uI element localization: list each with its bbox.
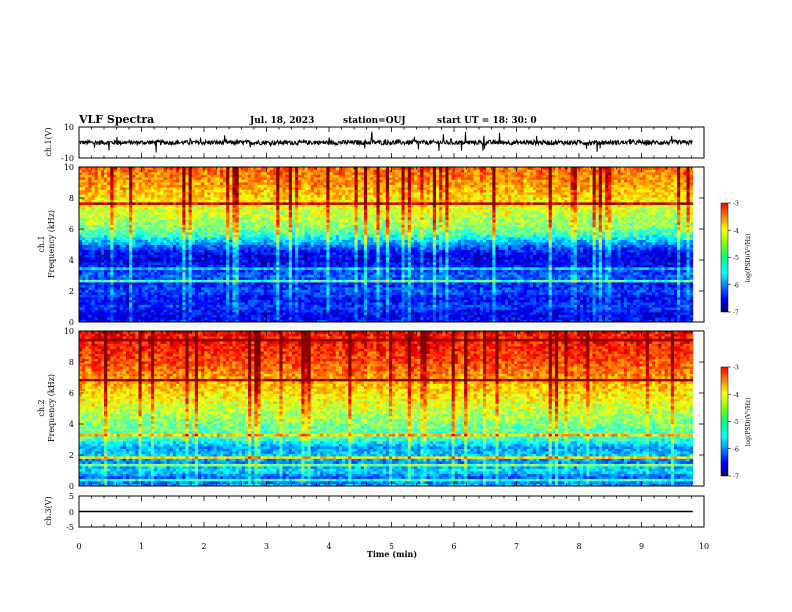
time-tick-label: 7 (514, 542, 519, 551)
colorbar-tick-label: -5 (733, 255, 739, 262)
colorbar-tick-label: -4 (733, 392, 739, 399)
colorbar-tick-label: -6 (733, 446, 739, 453)
ch2-spectrogram-ylabel: Frequency (kHz) (47, 374, 56, 442)
colorbar-tick-label: -3 (733, 365, 739, 372)
freq-tick-label: 0 (69, 482, 74, 491)
waveform-panel-ch1: 10 -10 ch.1(V) (44, 123, 704, 163)
spectrogram-panel-ch2: 0 2 4 6 8 10 ch.2 Frequency (kHz) (37, 327, 704, 491)
time-tick-label: 3 (264, 542, 269, 551)
waveform-panel-ch3: 5 0 -5 ch.3(V) (44, 492, 704, 532)
colorbar-ch1-label: log(PSD)(V²/Hz) (745, 234, 752, 283)
freq-tick-label: 10 (64, 327, 74, 336)
freq-tick-label: 8 (69, 194, 74, 203)
ch1-ytick-top: 10 (64, 123, 74, 132)
spectrogram-panel-ch1: 0 2 4 6 8 10 ch.1 Frequency (kHz) (37, 163, 704, 327)
freq-tick-label: 6 (69, 225, 74, 234)
colorbar-tick-label: -5 (733, 419, 739, 426)
ch2-spectrogram-channel-label: ch.2 (37, 399, 46, 416)
colorbar-tick-label: -4 (733, 228, 739, 235)
colorbar-ch1: -3 -4 -5 -6 -7 log(PSD)(V²/Hz) (721, 201, 752, 317)
colorbar-tick-label: -7 (733, 310, 739, 317)
time-tick-label: 8 (576, 542, 581, 551)
freq-tick-label: 4 (69, 420, 74, 429)
ch3-waveform-ylabel: ch.3(V) (44, 496, 53, 525)
header-date: Jul. 18, 2023 (249, 116, 314, 126)
freq-tick-label: 6 (69, 389, 74, 398)
ch1-waveform-ylabel: ch.1(V) (44, 127, 53, 156)
ch1-spectrogram-ylabel: Frequency (kHz) (47, 210, 56, 278)
colorbar-ch2-label: log(PSD)(V²/Hz) (745, 398, 752, 447)
freq-tick-label: 8 (69, 358, 74, 367)
ch3-ytick-middle: 0 (69, 508, 74, 517)
time-tick-label: 1 (139, 542, 144, 551)
freq-tick-label: 2 (69, 451, 74, 460)
time-tick-label: 10 (699, 542, 709, 551)
time-tick-label: 6 (451, 542, 456, 551)
header-station: station=OUJ (343, 116, 406, 126)
colorbar-ch2: -3 -4 -5 -6 -7 log(PSD)(V²/Hz) (721, 365, 752, 481)
colorbar-tick-label: -6 (733, 282, 739, 289)
colorbar-tick-label: -3 (733, 201, 739, 208)
ch3-ytick-bottom: -5 (66, 523, 74, 532)
figure-title: VLF Spectra (78, 113, 154, 126)
time-tick-label: 2 (201, 542, 206, 551)
time-axis-label: Time (min) (367, 549, 417, 559)
time-tick-label: 9 (639, 542, 644, 551)
freq-tick-label: 10 (64, 163, 74, 172)
ch1-ytick-bottom: -10 (61, 154, 74, 163)
ch3-ytick-top: 5 (69, 492, 74, 501)
freq-tick-label: 2 (69, 287, 74, 296)
freq-tick-label: 4 (69, 256, 74, 265)
header-start-time: start UT = 18: 30: 0 (437, 116, 537, 126)
time-tick-label: 0 (76, 542, 81, 551)
freq-tick-label: 0 (69, 318, 74, 327)
ch1-spectrogram-channel-label: ch.1 (37, 235, 46, 252)
time-tick-label: 4 (326, 542, 331, 551)
colorbar-tick-label: -7 (733, 474, 739, 481)
